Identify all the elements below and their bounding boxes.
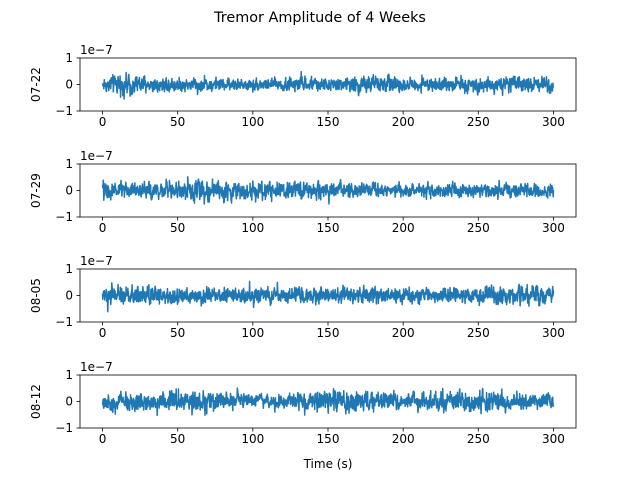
x-tick-label: 200 [392, 221, 415, 235]
x-tick-label: 100 [241, 326, 264, 340]
x-tick-label: 200 [392, 326, 415, 340]
x-tick-label: 150 [317, 432, 340, 446]
x-tick-label: 250 [467, 221, 490, 235]
x-tick-label: 300 [542, 432, 565, 446]
y-tick-label: 1 [65, 368, 73, 382]
y-tick-label: −1 [55, 210, 73, 224]
x-tick-label: 100 [241, 221, 264, 235]
y-offset-label: 1e−7 [80, 254, 113, 268]
x-tick-label: 50 [170, 326, 185, 340]
x-tick-label: 250 [467, 432, 490, 446]
y-offset-label: 1e−7 [80, 43, 113, 57]
y-tick-label: 0 [65, 184, 73, 198]
x-tick-label: 250 [467, 326, 490, 340]
x-tick-label: 0 [99, 326, 107, 340]
y-axis-label: 07-29 [29, 173, 43, 208]
y-tick-label: 0 [65, 78, 73, 92]
x-tick-label: 50 [170, 432, 185, 446]
y-axis-label: 08-05 [29, 278, 43, 313]
x-tick-label: 0 [99, 221, 107, 235]
y-axis-label: 07-22 [29, 67, 43, 102]
x-tick-label: 50 [170, 115, 185, 129]
y-offset-label: 1e−7 [80, 360, 113, 374]
x-tick-label: 250 [467, 115, 490, 129]
y-offset-label: 1e−7 [80, 149, 113, 163]
x-tick-label: 100 [241, 432, 264, 446]
x-tick-label: 0 [99, 115, 107, 129]
x-tick-label: 50 [170, 221, 185, 235]
y-tick-label: 0 [65, 289, 73, 303]
series-line-07-22 [101, 70, 555, 100]
x-tick-label: 300 [542, 326, 565, 340]
panel-08-05: 0 50 100 150 200 250 300 −1 0 1 1e−7 08-05 [29, 254, 577, 340]
series-line-08-05 [101, 280, 555, 313]
x-tick-label: 200 [392, 115, 415, 129]
x-tick-label: 200 [392, 432, 415, 446]
x-tick-label: 300 [542, 221, 565, 235]
x-tick-label: 150 [317, 115, 340, 129]
panel-07-22: 0 50 100 150 200 250 300 −1 0 1 1e−7 07-22 [29, 43, 577, 129]
y-tick-label: −1 [55, 421, 73, 435]
x-tick-label: 0 [99, 432, 107, 446]
y-tick-label: −1 [55, 104, 73, 118]
x-tick-label: 100 [241, 115, 264, 129]
figure-title: Tremor Amplitude of 4 Weeks [213, 10, 426, 26]
x-tick-label: 150 [317, 221, 340, 235]
y-tick-label: 1 [65, 51, 73, 65]
y-tick-label: 0 [65, 395, 73, 409]
x-tick-label: 300 [542, 115, 565, 129]
panel-07-29: 0 50 100 150 200 250 300 −1 0 1 1e−7 07-29 [29, 149, 577, 235]
y-tick-label: −1 [55, 315, 73, 329]
panel-08-12: 0 50 100 150 200 250 300 −1 0 1 1e−7 08-12 [29, 360, 577, 446]
y-tick-label: 1 [65, 262, 73, 276]
x-tick-label: 150 [317, 326, 340, 340]
series-line-08-12 [101, 387, 555, 417]
y-tick-label: 1 [65, 157, 73, 171]
series-line-07-29 [101, 176, 555, 205]
y-axis-label: 08-12 [29, 384, 43, 419]
x-axis-label: Time (s) [303, 457, 353, 471]
